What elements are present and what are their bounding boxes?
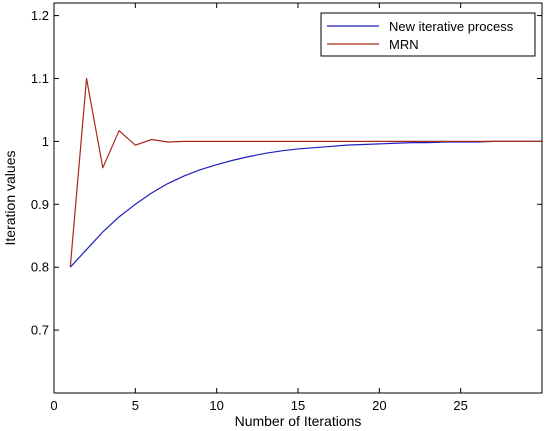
y-tick-label: 1 (42, 134, 49, 149)
plot-frame (53, 2, 543, 394)
x-axis-label: Number of Iterations (235, 413, 362, 429)
x-axis-ticks: 0 5 10 15 20 25 (50, 3, 468, 413)
y-axis-ticks: 0.7 0.8 0.9 1 1.1 1.2 (31, 8, 542, 338)
x-tick-label: 5 (132, 398, 139, 413)
x-tick-label: 0 (50, 398, 57, 413)
x-tick-label: 10 (209, 398, 223, 413)
y-tick-label: 0.7 (31, 323, 49, 338)
series-layer (69, 77, 542, 268)
series-line-mrn (69, 77, 542, 268)
y-axis-label: Iteration values (2, 151, 18, 246)
y-tick-label: 0.9 (31, 197, 49, 212)
plot-background (54, 3, 542, 393)
y-tick-label: 0.8 (31, 260, 49, 275)
y-tick-label: 1.1 (31, 71, 49, 86)
legend-box (320, 12, 536, 57)
legend-label-mrn: MRN (389, 37, 419, 52)
x-tick-label: 25 (453, 398, 467, 413)
legend: New iterative process MRN (320, 12, 536, 57)
x-tick-label: 15 (291, 398, 305, 413)
y-tick-label: 1.2 (31, 8, 49, 23)
legend-label-new-iterative-process: New iterative process (389, 19, 514, 34)
series-line-new-iterative-process (69, 140, 542, 268)
x-tick-label: 20 (372, 398, 386, 413)
